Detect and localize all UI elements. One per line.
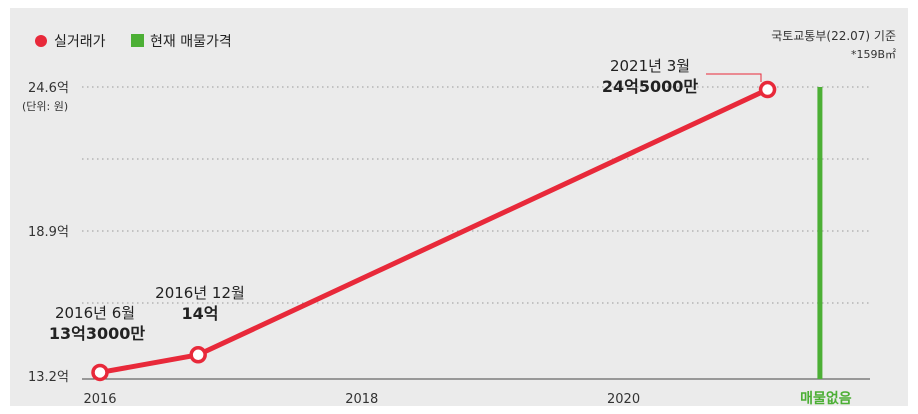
x-tick-label: 2020 [607,392,640,407]
point-date-label: 2021년 3월 [610,57,690,75]
unit-note: (단위: 원) [22,100,68,113]
no-listing-label: 매물없음 [800,391,852,407]
current-listing-bar [817,87,823,379]
area-note: *159B㎡ [851,48,896,61]
legend-marker-circle [35,35,47,47]
y-tick-label: 18.9억 [28,225,69,240]
x-tick-label: 2018 [345,392,378,407]
data-point [758,80,777,99]
legend-marker-square [131,34,144,47]
point-value-label: 24억5000만 [602,77,699,96]
point-date-label: 2016년 12월 [155,284,245,302]
point-date-label: 2016년 6월 [55,304,135,322]
point-value-label: 14억 [182,304,219,323]
data-point [189,346,207,364]
data-point [91,363,109,382]
y-tick-label: 24.6억 [28,81,69,96]
legend-label: 현재 매물가격 [150,34,232,50]
annotation-connector [706,73,762,82]
x-tick-label: 2016 [83,392,116,407]
legend-label: 실거래가 [54,34,106,50]
chart-background [10,8,908,406]
y-tick-label: 13.2억 [28,370,69,385]
point-value-label: 13억3000만 [49,324,146,343]
source-note: 국토교통부(22.07) 기준 [771,29,896,43]
